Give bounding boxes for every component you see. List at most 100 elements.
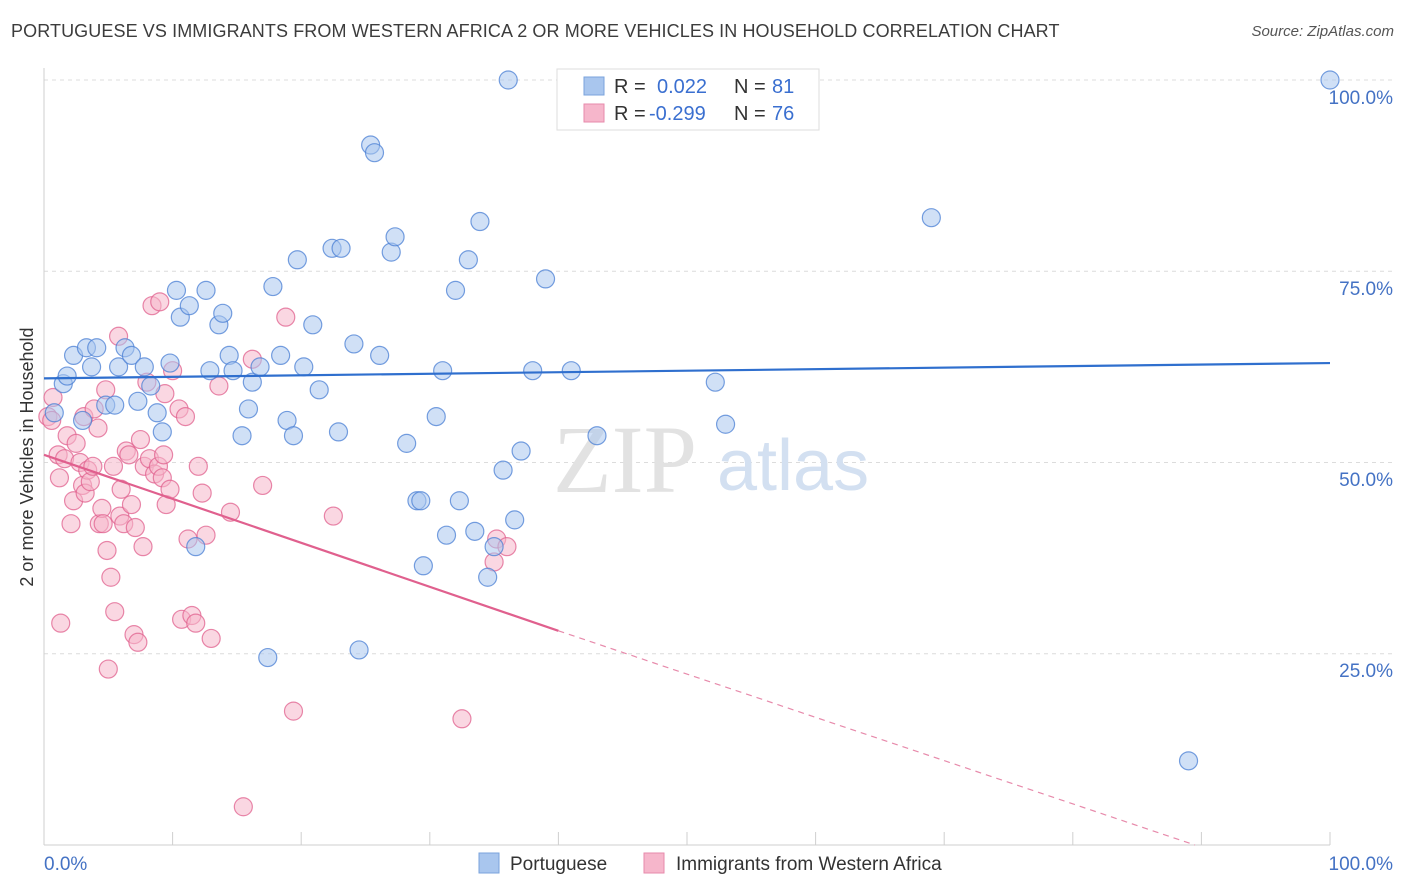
portuguese-point-23 [196,280,216,300]
chart-title: PORTUGUESE VS IMMIGRANTS FROM WESTERN AF… [11,21,1060,41]
portuguese-point-30 [238,399,259,419]
immigrants-point-47 [150,292,170,312]
portuguese-point-4 [72,410,93,431]
portuguese-point-21 [179,296,199,316]
portuguese-point-60 [449,491,469,511]
portuguese-point-12 [121,345,142,365]
bottom-legend-immigrants: Immigrants from Western Africa [676,854,942,875]
immigrants-point-38 [128,632,148,652]
immigrants-trend-line [43,453,559,632]
legend-r-label-1: R = [614,76,646,98]
portuguese-trend-line [43,361,1331,380]
immigrants-point-5 [51,613,71,633]
portuguese-point-0 [44,403,64,423]
immigrants-point-39 [130,429,151,450]
immigrants-point-22 [93,514,113,534]
portuguese-point-29 [232,426,252,446]
immigrants-point-19 [88,418,108,438]
legend-n-label-2: N = [734,103,766,125]
portuguese-point-62 [465,521,485,541]
portuguese-point-40 [303,315,323,335]
immigrants-point-59 [186,613,206,633]
correlation-legend: R = 0.022 N = 81 R = -0.299 N = 76 [556,68,820,131]
portuguese-point-58 [436,525,457,545]
portuguese-point-71 [535,269,556,289]
portuguese-point-14 [134,357,154,377]
portuguese-point-34 [263,276,283,297]
y-axis-label: 2 or more Vehicles in Household [17,327,37,586]
portuguese-point-13 [128,391,148,411]
legend-n-label-1: N = [734,76,766,98]
x-tick-label-100: 100.0% [1329,854,1394,875]
portuguese-point-61 [458,250,478,270]
portuguese-point-9 [105,395,125,415]
portuguese-point-37 [283,426,304,446]
legend-r-value-2: -0.299 [649,103,706,125]
portuguese-point-59 [445,280,466,300]
portuguese-point-57 [433,361,453,381]
immigrants-point-49 [153,445,174,465]
portuguese-point-7 [87,338,107,358]
portuguese-point-33 [258,647,278,668]
portuguese-point-67 [498,70,518,90]
immigrants-point-69 [276,307,296,327]
y-tick-label-25: 25.0% [1339,661,1393,682]
portuguese-point-35 [271,345,291,365]
immigrants-point-37 [125,517,145,538]
portuguese-point-32 [250,357,270,377]
immigrants-point-4 [49,468,70,488]
immigrants-point-34 [119,445,139,465]
portuguese-point-48 [364,143,385,163]
immigrants-point-10 [66,433,86,453]
bottom-legend-swatch-immigrants [643,852,665,874]
portuguese-point-15 [141,376,161,396]
series-portuguese-points [44,70,1340,771]
portuguese-point-55 [413,556,433,576]
source-credit: Source: ZipAtlas.com [1251,23,1394,40]
immigrants-point-8 [61,514,81,534]
immigrants-point-27 [103,456,124,476]
portuguese-point-64 [478,567,498,587]
legend-r-label-2: R = [614,103,646,125]
portuguese-point-66 [493,460,513,480]
legend-swatch-portuguese [583,76,605,96]
trend-lines [43,361,1331,846]
immigrants-point-56 [175,407,196,427]
series-legend: Portuguese Immigrants from Western Afric… [478,852,942,875]
portuguese-point-68 [505,510,525,530]
immigrants-point-40 [133,537,153,557]
portuguese-point-24 [200,361,220,381]
portuguese-point-77 [715,414,736,434]
y-tick-label-50: 50.0% [1339,470,1393,491]
portuguese-point-17 [152,422,172,442]
portuguese-point-73 [587,426,607,446]
portuguese-point-45 [344,334,364,354]
portuguese-point-31 [242,372,262,392]
immigrants-point-68 [253,475,273,496]
bottom-legend-swatch-portuguese [478,852,500,874]
immigrants-point-71 [323,506,343,526]
immigrants-trend-line-extrapolated [558,630,1196,846]
watermark-zip: ZIP [553,406,697,513]
immigrants-point-70 [283,701,304,721]
portuguese-point-78 [921,208,941,228]
portuguese-point-46 [349,640,369,660]
portuguese-point-19 [166,280,187,300]
legend-swatch-immigrants [583,103,605,123]
portuguese-point-63 [470,211,490,232]
portuguese-point-54 [411,491,431,511]
immigrants-point-26 [101,567,121,587]
portuguese-point-41 [309,380,329,400]
portuguese-point-26 [213,303,233,323]
portuguese-point-44 [331,238,351,258]
portuguese-point-51 [385,227,405,247]
legend-n-value-1: 81 [772,76,794,98]
portuguese-point-65 [484,537,504,557]
y-tick-label-75: 75.0% [1339,279,1393,300]
portuguese-point-49 [370,345,390,365]
immigrants-point-72 [452,709,472,729]
portuguese-point-43 [328,422,349,442]
legend-r-value-1: 0.022 [657,76,707,98]
legend-n-value-2: 76 [772,103,794,125]
